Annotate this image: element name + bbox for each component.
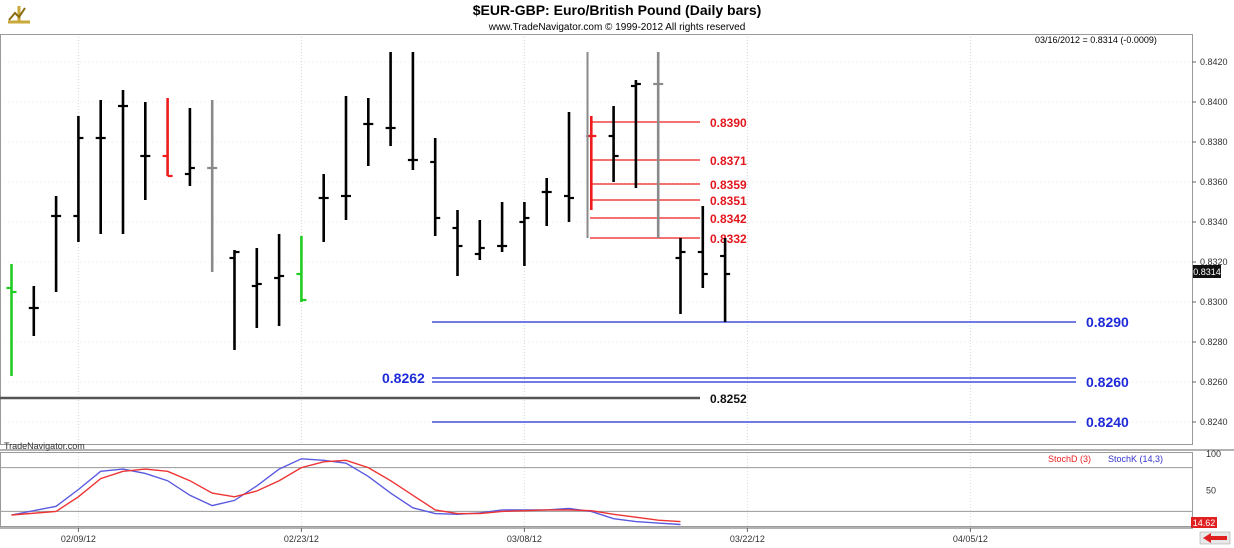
level-label: 0.8371 <box>710 154 747 168</box>
ohlc-bar <box>608 106 619 182</box>
ohlc-bar <box>363 98 374 166</box>
ohlc-bar <box>474 220 485 260</box>
ohlc-bar <box>519 202 530 266</box>
chart-title: $EUR-GBP: Euro/British Pound (Daily bars… <box>473 2 762 18</box>
ohlc-bar <box>207 100 218 272</box>
y-tick-label: 0.8420 <box>1200 57 1228 67</box>
ohlc-bar <box>274 234 285 326</box>
last-price-label: 0.8314 <box>1193 267 1221 277</box>
chart-subtitle: www.TradeNavigator.com © 1999-2012 All r… <box>488 22 746 33</box>
date-axis: 02/09/12 02/23/12 03/08/12 03/22/12 04/05/12 <box>61 528 988 544</box>
level-label: 0.8351 <box>710 194 747 208</box>
level-label: 0.8342 <box>710 212 747 226</box>
last-price-badge: 0.8314 <box>1193 265 1221 278</box>
y-tick-label: 0.8380 <box>1200 137 1228 147</box>
stoch-last-badge: 14.62 <box>1191 517 1217 528</box>
ohlc-bar <box>675 238 686 314</box>
main-plot-frame <box>0 34 1193 445</box>
y-tick-label: 0.8300 <box>1200 297 1228 307</box>
y-tick-label: 0.8400 <box>1200 97 1228 107</box>
ohlc-bar <box>28 286 39 336</box>
stoch-last-label: 14.62 <box>1193 518 1216 528</box>
ohlc-bar <box>341 96 351 220</box>
x-tick-label: 03/08/12 <box>507 534 542 544</box>
ohlc-bar <box>653 52 664 238</box>
stoch-y-label: 50 <box>1206 486 1216 496</box>
ohlc-bar <box>452 210 463 276</box>
legend-stochk: StochK (14,3) <box>1108 454 1163 464</box>
stoch-gridlines <box>0 453 1192 526</box>
x-tick-label: 02/23/12 <box>284 534 319 544</box>
level-label: 0.8262 <box>382 370 425 386</box>
x-tick-label: 02/09/12 <box>61 534 96 544</box>
level-label: 0.8359 <box>710 178 747 192</box>
level-label: 0.8252 <box>710 392 747 406</box>
stoch-series <box>11 458 681 526</box>
stochd-line <box>11 459 681 523</box>
ohlc-bar <box>118 90 128 234</box>
stoch-y-label: 100 <box>1206 449 1221 459</box>
ohlc-bar <box>385 52 396 146</box>
price-axis: 0.84200.84000.83800.83600.83400.83200.83… <box>1192 57 1228 427</box>
ohlc-bar <box>430 138 441 236</box>
stoch-axis: 100 50 <box>1206 449 1221 496</box>
ohlc-bar <box>318 174 329 242</box>
y-tick-label: 0.8240 <box>1200 417 1228 427</box>
ohlc-bar <box>6 264 17 376</box>
price-levels: 0.8390 0.8371 0.8359 0.8351 0.8342 0.8332 0.82… <box>0 116 1129 430</box>
ohlc-bar <box>541 178 552 226</box>
ohlc-bar <box>251 248 262 328</box>
y-tick-label: 0.8360 <box>1200 177 1228 187</box>
ohlc-bars <box>6 52 731 376</box>
legend-stochd: StochD (3) <box>1048 454 1091 464</box>
ohlc-bar <box>697 206 708 288</box>
ohlc-bar <box>184 108 195 186</box>
x-tick-label: 03/22/12 <box>730 534 765 544</box>
level-label: 0.8332 <box>710 232 747 246</box>
y-tick-label: 0.8340 <box>1200 217 1228 227</box>
level-label: 0.8240 <box>1086 414 1129 430</box>
ohlc-bar <box>51 196 62 292</box>
ohlc-bar <box>630 80 641 188</box>
tradenavigator-logo-icon <box>8 6 30 24</box>
ohlc-bar <box>497 202 508 252</box>
y-tick-label: 0.8320 <box>1200 257 1228 267</box>
ohlc-bar <box>296 236 307 302</box>
level-label: 0.8260 <box>1086 374 1129 390</box>
ohlc-bar <box>162 98 173 178</box>
level-label: 0.8390 <box>710 116 747 130</box>
ohlc-bar <box>95 100 106 234</box>
ohlc-bar <box>229 250 240 350</box>
ohlc-bar <box>720 238 731 322</box>
ohlc-bar <box>407 52 418 170</box>
level-label: 0.8290 <box>1086 314 1129 330</box>
stoch-plot-frame <box>0 452 1193 527</box>
y-tick-label: 0.8280 <box>1200 337 1228 347</box>
quote-readout: 03/16/2012 = 0.8314 (-0.0009) <box>1035 35 1157 45</box>
stochk-line <box>11 458 681 526</box>
scroll-right-arrow-icon[interactable] <box>1199 531 1231 545</box>
x-tick-label: 04/05/12 <box>953 534 988 544</box>
y-tick-label: 0.8260 <box>1200 377 1228 387</box>
ohlc-bar <box>73 116 84 242</box>
watermark-text: TradeNavigator.com <box>4 441 85 451</box>
ohlc-bar <box>140 102 151 200</box>
ohlc-bar <box>564 112 574 222</box>
